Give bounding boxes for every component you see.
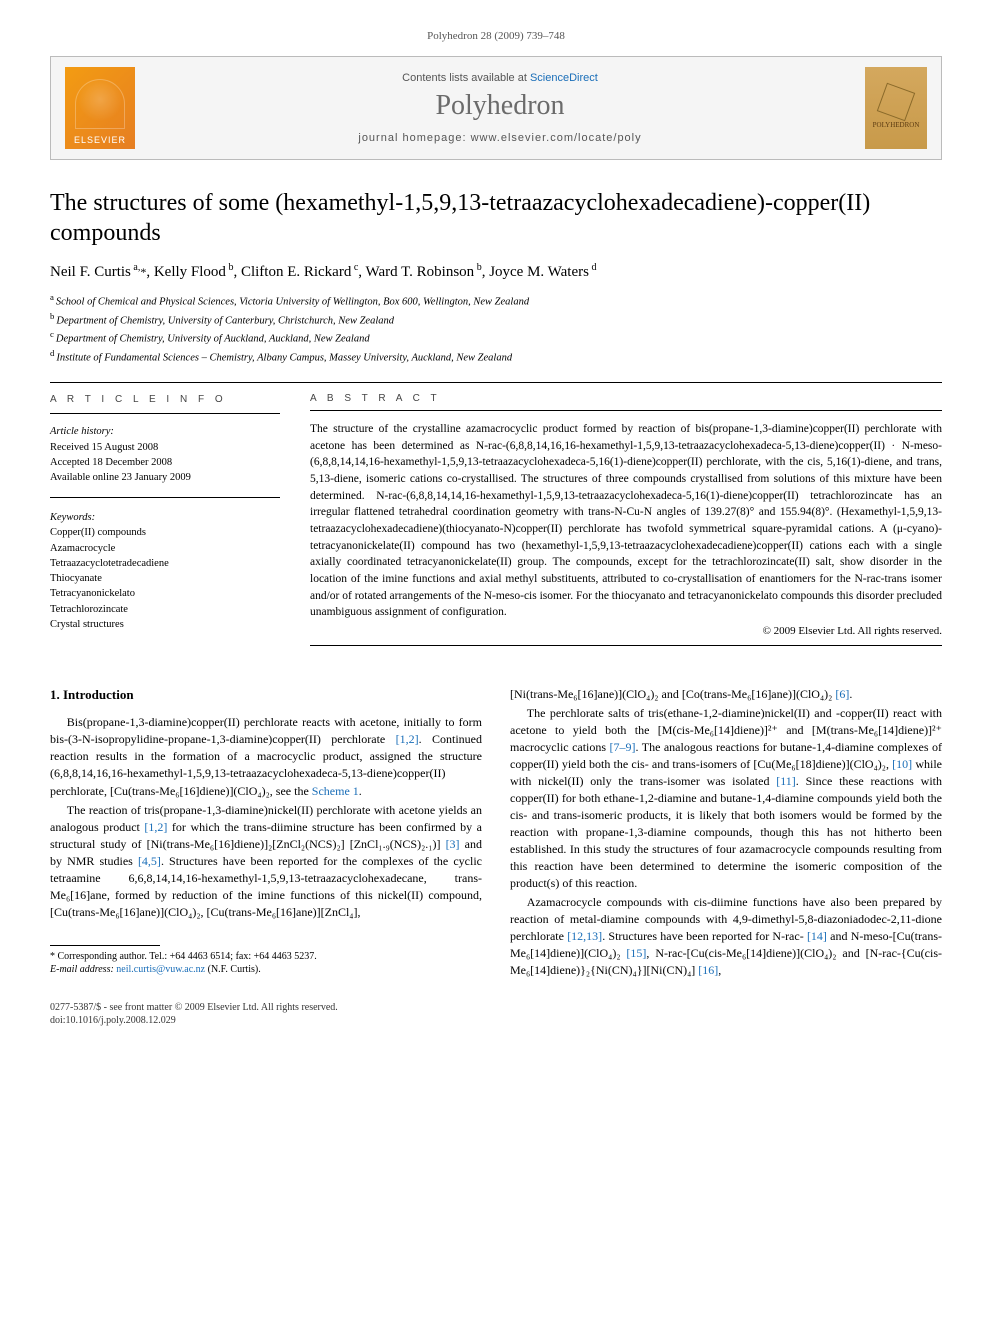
cover-text: POLYHEDRON <box>873 121 920 129</box>
paragraph: Bis(propane-1,3-diamine)copper(II) perch… <box>50 714 482 799</box>
history-received: Received 15 August 2008 <box>50 440 280 455</box>
homepage-label: journal homepage: <box>358 132 470 144</box>
journal-header-box: ELSEVIER Contents lists available at Sci… <box>50 56 942 160</box>
scheme-link[interactable]: Scheme 1 <box>312 784 359 798</box>
affiliation: dInstitute of Fundamental Sciences – Che… <box>50 347 942 366</box>
abstract-copyright: © 2009 Elsevier Ltd. All rights reserved… <box>310 625 942 637</box>
elsevier-tree-icon <box>75 79 125 129</box>
keyword: Tetracyanonickelato <box>50 586 280 601</box>
footer-issn: 0277-5387/$ - see front matter © 2009 El… <box>50 1001 942 1014</box>
corresponding-footnote: * Corresponding author. Tel.: +64 4463 6… <box>50 950 482 977</box>
email-link[interactable]: neil.curtis@vuw.ac.nz <box>116 964 205 975</box>
keyword: Tetraazacyclotetradecadiene <box>50 556 280 571</box>
author: Joyce M. Waters d <box>489 264 596 280</box>
footnote-email: E-mail address: neil.curtis@vuw.ac.nz (N… <box>50 963 482 977</box>
citation-link[interactable]: [14] <box>807 929 827 943</box>
citation-link[interactable]: [1,2] <box>396 732 419 746</box>
elsevier-logo: ELSEVIER <box>65 67 135 149</box>
keywords-label: Keywords: <box>50 510 280 525</box>
citation-link[interactable]: [10] <box>892 757 912 771</box>
abstract-block: A B S T R A C T The structure of the cry… <box>310 393 942 656</box>
divider <box>50 413 280 414</box>
info-abstract-row: A R T I C L E I N F O Article history: R… <box>50 393 942 656</box>
citation-link[interactable]: [3] <box>446 837 460 851</box>
keyword: Thiocyanate <box>50 571 280 586</box>
affiliation: cDepartment of Chemistry, University of … <box>50 328 942 347</box>
article-title: The structures of some (hexamethyl-1,5,9… <box>50 188 942 248</box>
polyhedron-icon <box>877 83 915 121</box>
homepage-url[interactable]: www.elsevier.com/locate/poly <box>471 132 642 144</box>
journal-homepage: journal homepage: www.elsevier.com/locat… <box>153 132 847 144</box>
keyword: Tetrachlorozincate <box>50 602 280 617</box>
abstract-head: A B S T R A C T <box>310 393 942 404</box>
author: Ward T. Robinson b <box>366 264 482 280</box>
footer-doi: doi:10.1016/j.poly.2008.12.029 <box>50 1014 942 1027</box>
citation-link[interactable]: [1,2] <box>144 820 167 834</box>
contents-line: Contents lists available at ScienceDirec… <box>153 72 847 84</box>
article-info-head: A R T I C L E I N F O <box>50 393 280 408</box>
divider <box>310 645 942 646</box>
affiliation: aSchool of Chemical and Physical Science… <box>50 291 942 310</box>
paragraph: The reaction of tris(propane-1,3-diamine… <box>50 802 482 921</box>
affiliation: bDepartment of Chemistry, University of … <box>50 310 942 329</box>
footnote-rule <box>50 945 160 946</box>
author: Kelly Flood b <box>154 264 234 280</box>
footnote-corr: * Corresponding author. Tel.: +64 4463 6… <box>50 950 482 964</box>
header-citation: Polyhedron 28 (2009) 739–748 <box>50 30 942 42</box>
citation-link[interactable]: [6] <box>835 687 849 701</box>
contents-prefix: Contents lists available at <box>402 72 530 84</box>
citation-link[interactable]: [16] <box>698 963 718 977</box>
keyword: Copper(II) compounds <box>50 525 280 540</box>
author-list: Neil F. Curtis a,*, Kelly Flood b, Clift… <box>50 262 942 281</box>
divider <box>50 382 942 383</box>
section-heading: 1. Introduction <box>50 686 482 704</box>
citation-link[interactable]: [4,5] <box>138 854 161 868</box>
journal-name: Polyhedron <box>153 90 847 122</box>
paragraph: [Ni(trans-Me₆[16]ane)](ClO₄)₂ and [Co(tr… <box>510 686 942 703</box>
author: Clifton E. Rickard c <box>241 264 358 280</box>
body-columns: 1. Introduction Bis(propane-1,3-diamine)… <box>50 686 942 980</box>
keyword: Crystal structures <box>50 617 280 632</box>
sciencedirect-link[interactable]: ScienceDirect <box>530 72 598 84</box>
citation-link[interactable]: [11] <box>776 774 796 788</box>
publisher-name: ELSEVIER <box>74 135 126 145</box>
citation-link[interactable]: [15] <box>626 946 646 960</box>
affiliations: aSchool of Chemical and Physical Science… <box>50 291 942 366</box>
keyword: Azamacrocycle <box>50 541 280 556</box>
divider <box>50 497 280 498</box>
author: Neil F. Curtis a,* <box>50 264 146 280</box>
citation-link[interactable]: [7–9] <box>610 740 636 754</box>
journal-center: Contents lists available at ScienceDirec… <box>153 72 847 144</box>
paragraph: The perchlorate salts of tris(ethane-1,2… <box>510 705 942 892</box>
journal-cover-thumb: POLYHEDRON <box>865 67 927 149</box>
article-info-block: A R T I C L E I N F O Article history: R… <box>50 393 280 656</box>
divider <box>310 410 942 411</box>
history-label: Article history: <box>50 424 280 439</box>
abstract-text: The structure of the crystalline azamacr… <box>310 421 942 621</box>
paragraph: Azamacrocycle compounds with cis-diimine… <box>510 894 942 979</box>
page-footer: 0277-5387/$ - see front matter © 2009 El… <box>50 1001 942 1027</box>
history-accepted: Accepted 18 December 2008 <box>50 455 280 470</box>
history-online: Available online 23 January 2009 <box>50 470 280 485</box>
citation-link[interactable]: [12,13] <box>567 929 602 943</box>
